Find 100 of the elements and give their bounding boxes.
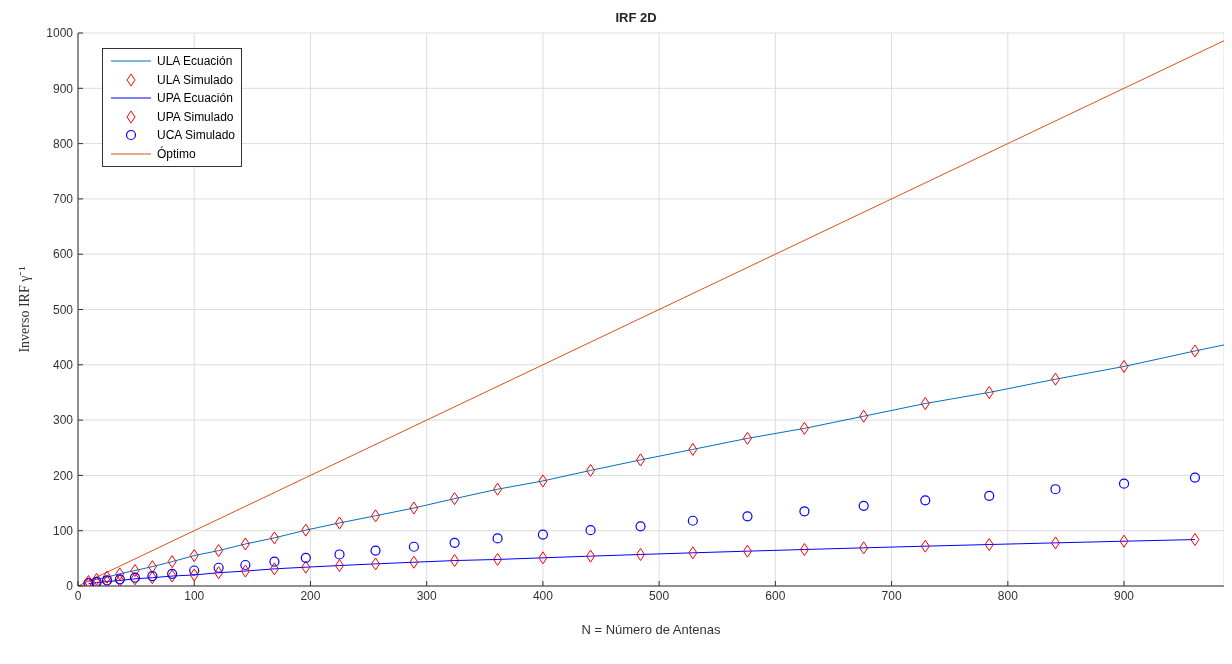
point xyxy=(301,523,311,537)
point xyxy=(1190,533,1200,547)
point xyxy=(537,529,549,540)
point xyxy=(585,525,596,536)
y-tick-label: 800 xyxy=(52,136,74,151)
point xyxy=(269,562,279,576)
point xyxy=(687,515,698,526)
point xyxy=(920,495,931,506)
point xyxy=(799,506,810,517)
y-tick-label: 100 xyxy=(52,523,74,538)
point xyxy=(214,566,224,580)
point xyxy=(269,556,280,567)
point xyxy=(92,572,102,586)
y-axis-title: Inverso IRF γ⁻¹ xyxy=(16,266,32,353)
point xyxy=(1189,472,1201,483)
legend-label: Óptimo xyxy=(157,145,196,163)
point xyxy=(269,531,279,545)
legend-label: ULA Ecuación xyxy=(157,53,233,70)
point xyxy=(115,567,125,581)
y-tick-label: 300 xyxy=(52,413,74,428)
point xyxy=(586,549,596,563)
point xyxy=(858,500,869,511)
x-tick-label: 800 xyxy=(997,588,1019,603)
x-tick-label: 700 xyxy=(881,588,902,603)
point xyxy=(371,557,381,571)
y-tick-label: 500 xyxy=(52,302,74,317)
point xyxy=(370,545,381,556)
point xyxy=(859,409,869,423)
point xyxy=(635,521,646,532)
point xyxy=(984,538,994,552)
point xyxy=(189,568,199,582)
point xyxy=(920,397,930,411)
legend-label: UCA Simulado xyxy=(157,127,236,144)
point xyxy=(240,559,251,571)
y-tick-label: 400 xyxy=(52,358,74,373)
y-tick-label: 700 xyxy=(52,192,74,207)
point xyxy=(1190,344,1200,358)
point xyxy=(493,482,503,496)
x-tick-label: 300 xyxy=(416,588,438,603)
point xyxy=(636,547,646,561)
point xyxy=(742,544,752,558)
point xyxy=(300,552,311,563)
point xyxy=(240,537,250,551)
point xyxy=(167,555,177,569)
point xyxy=(409,555,419,569)
point xyxy=(920,539,930,553)
point xyxy=(799,421,809,435)
point xyxy=(301,560,311,574)
point xyxy=(335,559,345,573)
point xyxy=(450,492,460,506)
x-tick-label: 400 xyxy=(532,588,554,603)
x-axis-title: N = Número de Antenas xyxy=(581,622,722,637)
point xyxy=(1050,484,1061,495)
x-tick-label: 900 xyxy=(1114,588,1135,603)
point xyxy=(371,509,381,523)
point xyxy=(1118,478,1130,489)
x-tick-label: 200 xyxy=(300,588,321,603)
point xyxy=(409,501,419,515)
point xyxy=(859,541,869,555)
point xyxy=(984,385,994,399)
point xyxy=(189,565,200,576)
point xyxy=(688,442,698,456)
legend-label: ULA Simulado xyxy=(157,71,234,89)
point xyxy=(984,490,995,501)
y-tick-label: 600 xyxy=(52,247,74,262)
point xyxy=(167,568,178,579)
point xyxy=(1119,359,1129,373)
chart-title: IRF 2D xyxy=(615,10,657,25)
point xyxy=(742,431,752,445)
point xyxy=(147,560,157,574)
point xyxy=(538,474,548,488)
point xyxy=(1119,534,1129,548)
point xyxy=(1050,372,1060,386)
point xyxy=(335,516,345,530)
x-tick-label: 100 xyxy=(184,588,205,603)
point xyxy=(408,541,419,552)
x-tick-label: 500 xyxy=(649,588,670,603)
point xyxy=(636,453,646,467)
point xyxy=(214,544,224,558)
point xyxy=(130,564,140,578)
point xyxy=(799,543,809,556)
y-tick-label: 900 xyxy=(52,81,74,96)
point xyxy=(450,554,460,568)
point xyxy=(538,551,548,565)
point xyxy=(167,569,177,583)
y-tick-label: 1000 xyxy=(46,26,74,41)
point xyxy=(1050,536,1060,550)
point xyxy=(449,537,460,548)
legend-label: UPA Simulado xyxy=(157,108,234,126)
point xyxy=(102,570,112,584)
point xyxy=(586,463,596,477)
point xyxy=(742,511,753,522)
point xyxy=(240,564,250,578)
point xyxy=(492,533,503,544)
legend-label: UPA Ecuación xyxy=(157,90,233,107)
point xyxy=(213,562,224,573)
point xyxy=(493,552,503,566)
x-tick-label: 600 xyxy=(765,588,786,603)
point xyxy=(334,549,345,560)
point xyxy=(688,546,698,560)
